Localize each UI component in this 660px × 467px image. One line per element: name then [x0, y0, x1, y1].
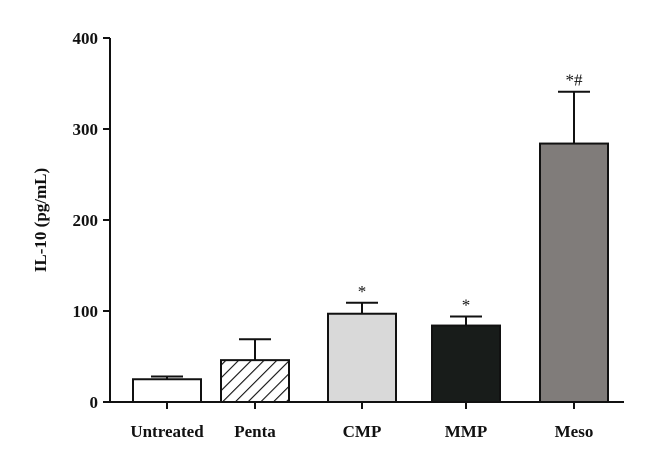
- x-tick-label: Untreated: [130, 422, 204, 441]
- x-tick-label: Penta: [234, 422, 276, 441]
- y-tick-label: 0: [90, 393, 99, 412]
- bar: [327, 312, 397, 404]
- y-axis-title: IL-10 (pg/mL): [31, 168, 50, 272]
- bars-layer: [132, 90, 609, 404]
- significance-label: *: [358, 282, 367, 301]
- x-tick-label: MMP: [445, 422, 487, 441]
- x-tick-label: Meso: [555, 422, 594, 441]
- y-tick-label: 200: [73, 211, 99, 230]
- bar: [539, 142, 609, 403]
- significance-label: *#: [566, 71, 584, 90]
- significance-label: *: [462, 295, 471, 314]
- bar: [431, 324, 501, 403]
- bar: [132, 378, 202, 403]
- y-tick-label: 100: [73, 302, 99, 321]
- labels-layer: 0 100 200 300 400 Untreated Penta CMP * MMP * Meso *…: [73, 29, 594, 441]
- y-tick-label: 300: [73, 120, 99, 139]
- x-tick-label: CMP: [343, 422, 382, 441]
- y-tick-label: 400: [73, 29, 99, 48]
- bar: [220, 359, 290, 404]
